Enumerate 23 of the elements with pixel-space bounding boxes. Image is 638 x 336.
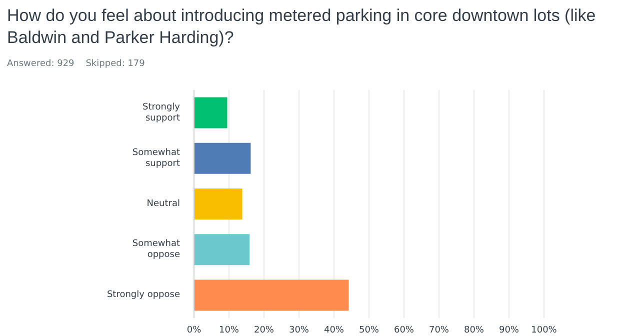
x-tick-label: 80% — [464, 325, 484, 336]
x-tick-label: 0% — [186, 325, 202, 336]
x-tick-label: 30% — [288, 325, 310, 336]
x-tick-label: 20% — [254, 325, 274, 336]
y-tick-label: Strongly support — [142, 102, 181, 124]
bar — [194, 280, 349, 311]
y-tick-label: Somewhat oppose — [132, 239, 180, 260]
y-tick-label: Strongly oppose — [106, 290, 180, 300]
bar — [194, 142, 251, 174]
x-tick-label: 70% — [428, 325, 450, 336]
y-tick-label: Neutral — [146, 199, 180, 209]
x-tick-label: 10% — [218, 325, 240, 336]
x-tick-label: 40% — [324, 325, 344, 336]
chart-title: How do you feel about introducing metered parking in core downtown lots (like Baldwin and Parker Harding)? — [7, 5, 597, 49]
bar — [194, 188, 242, 220]
x-tick-label: 60% — [394, 325, 414, 336]
x-tick-label: 90% — [498, 325, 520, 336]
bar — [194, 234, 250, 266]
bar — [194, 97, 228, 128]
x-tick-label: 100% — [531, 325, 558, 336]
x-tick-label: 50% — [358, 325, 380, 336]
y-tick-label: Somewhat support — [132, 148, 180, 169]
text: Answered: 929 Skipped: 179 — [7, 59, 145, 69]
